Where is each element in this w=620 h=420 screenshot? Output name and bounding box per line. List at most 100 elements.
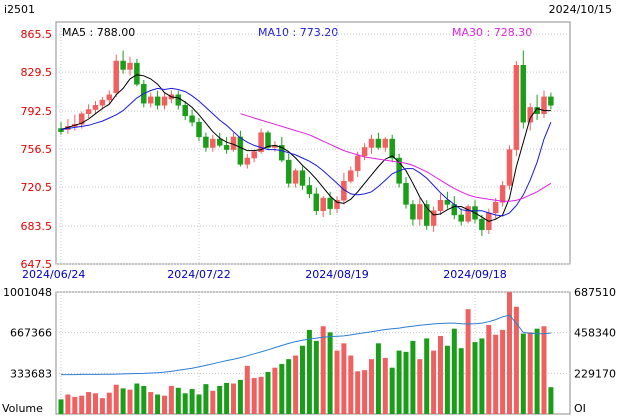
volume-bar <box>265 371 271 414</box>
volume-bar <box>168 385 174 414</box>
candle-down <box>196 121 202 138</box>
candle-up <box>106 94 113 101</box>
candle-up <box>334 199 340 209</box>
volume-bar <box>417 359 423 414</box>
volume-bar <box>182 393 188 414</box>
volume-bar <box>403 351 409 414</box>
date-tick-label: 2024/06/24 <box>22 268 85 281</box>
candle-down <box>548 96 554 106</box>
candle-up <box>147 96 154 104</box>
candle-up <box>292 170 299 184</box>
moving-average-lines <box>60 74 552 222</box>
ma30-line <box>240 113 552 202</box>
volume-bar <box>127 389 133 414</box>
candle-down <box>182 105 188 117</box>
symbol-label: i2501 <box>4 3 35 16</box>
volume-bar <box>286 359 292 414</box>
candlesticks <box>58 50 554 237</box>
volume-bar <box>389 367 395 414</box>
candle-up <box>251 151 257 159</box>
candle-down <box>223 145 230 150</box>
candle-down <box>423 204 430 226</box>
volume-bar <box>500 329 506 414</box>
volume-bar <box>507 292 512 414</box>
price-tick-label: 683.5 <box>21 220 53 233</box>
ma30-legend: MA30 : 728.30 <box>452 26 532 39</box>
volume-bar <box>120 388 126 414</box>
candle-down <box>313 193 320 211</box>
volume-bar <box>348 355 354 414</box>
ma10-line <box>60 87 552 217</box>
candle-up <box>85 109 92 114</box>
date-tick-label: 2024/07/22 <box>167 268 230 281</box>
candle-down <box>265 132 271 148</box>
volume-bar <box>424 338 430 414</box>
volume-bar <box>548 387 554 414</box>
volume-bar <box>203 384 209 414</box>
volume-bar <box>465 309 471 414</box>
volume-bar <box>237 379 243 414</box>
candle-down <box>237 136 244 165</box>
candle-down <box>479 218 485 230</box>
volume-bar <box>79 395 85 414</box>
candle-down <box>403 183 409 205</box>
volume-bar <box>355 371 361 414</box>
volume-bar <box>313 340 319 414</box>
volume-bar <box>155 394 161 414</box>
volume-bar <box>224 382 230 414</box>
candle-down <box>120 60 126 70</box>
price-tick-label: 756.5 <box>21 143 53 156</box>
volume-bar <box>113 384 119 414</box>
candle-up <box>382 138 389 148</box>
candle-down <box>203 136 209 148</box>
candle-down <box>216 138 223 146</box>
volume-bar <box>520 333 526 414</box>
volume-bar <box>251 378 257 414</box>
volume-bar <box>148 392 154 414</box>
candle-up <box>113 60 119 93</box>
candle-down <box>134 62 140 85</box>
candle-up <box>499 185 506 203</box>
volume-bar <box>451 328 457 414</box>
volume-bar <box>369 359 374 414</box>
price-tick-label: 865.5 <box>21 28 53 41</box>
candle-up <box>430 210 437 226</box>
price-x-axis: 2024/06/24 2024/07/22 2024/08/19 2024/09/18 <box>22 268 507 281</box>
volume-bar <box>541 326 547 414</box>
volume-label: Volume <box>2 402 43 415</box>
volume-bar <box>258 376 264 414</box>
volume-bar <box>72 396 78 414</box>
volume-bar <box>458 348 464 414</box>
volume-bar <box>217 385 223 414</box>
volume-bar <box>534 328 540 414</box>
candle-up <box>161 96 168 106</box>
candle-down <box>410 204 416 220</box>
candle-up <box>417 204 423 220</box>
volume-bar <box>279 364 285 414</box>
price-tick-label: 720.5 <box>21 181 53 194</box>
volume-bar <box>334 350 340 414</box>
candle-up <box>92 105 99 110</box>
candle-down <box>520 64 527 123</box>
ma10-legend: MA10 : 773.20 <box>258 26 338 39</box>
candle-down <box>285 159 292 184</box>
candle-up <box>210 138 216 148</box>
volume-bars <box>58 292 554 414</box>
candle-up <box>513 64 520 150</box>
date-tick-label: 2024/09/18 <box>443 268 506 281</box>
oi-tick-label: 458340 <box>574 327 616 340</box>
volume-bar <box>65 394 71 414</box>
candle-up <box>348 170 354 182</box>
oi-tick-label: 687510 <box>574 286 616 299</box>
candle-up <box>244 157 251 165</box>
volume-bar <box>134 383 140 414</box>
volume-tick-label: 1001048 <box>3 286 52 299</box>
candle-down <box>534 107 540 114</box>
volume-bar <box>527 332 533 414</box>
volume-bar <box>375 343 381 414</box>
oi-label: OI <box>574 402 586 415</box>
volume-bar <box>493 334 499 414</box>
volume-axes: 1001048 667366 333683 687510 458340 229170 Vol… <box>2 286 616 415</box>
candle-up <box>99 99 106 106</box>
